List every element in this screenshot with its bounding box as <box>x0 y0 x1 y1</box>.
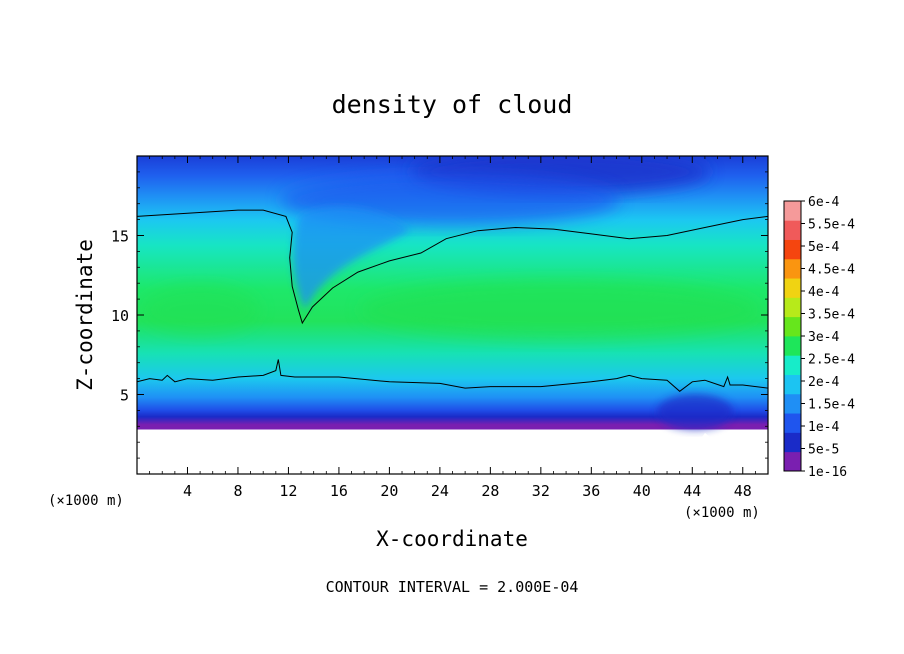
x-tick-label: 32 <box>532 482 550 500</box>
y-tick-label: 5 <box>120 387 129 405</box>
x-axis-ticks: 4 8 12 16 20 24 28 32 36 40 44 48 <box>149 156 756 500</box>
colorbar-swatch <box>784 201 801 221</box>
colorbar-label: 2.5e-4 <box>808 353 855 368</box>
colorbar-swatch <box>784 451 801 472</box>
chart-title: density of cloud <box>332 90 573 119</box>
x-tick-label: 28 <box>481 482 499 500</box>
colorbar-label: 3e-4 <box>808 330 839 345</box>
colorbar-swatch <box>784 355 801 375</box>
colorbar-label: 5.5e-4 <box>808 218 855 233</box>
colorbar-label: 5e-5 <box>808 443 839 458</box>
colorbar: 1e-16 5e-5 1e-4 1.5e-4 2e-4 2.5e-4 3e-4 3.5e-4 4… <box>783 195 855 480</box>
y-axis-ticks: 5 10 15 <box>111 171 768 459</box>
y-tick-label: 15 <box>111 228 129 246</box>
contour-line <box>137 209 768 325</box>
contour-line <box>137 359 768 392</box>
colorbar-swatch <box>784 432 801 453</box>
x-tick-label: 36 <box>582 482 600 500</box>
x-tick-label: 4 <box>183 482 192 500</box>
z-axis-unit: (×1000 m) <box>48 493 124 509</box>
x-tick-label: 20 <box>380 482 398 500</box>
contour-interval-note: CONTOUR INTERVAL = 2.000E-04 <box>326 578 579 596</box>
colorbar-label: 3.5e-4 <box>808 308 855 323</box>
contour-lines <box>137 209 768 392</box>
colorbar-swatch <box>784 413 801 433</box>
colorbar-swatch <box>784 374 801 395</box>
x-axis-unit: (×1000 m) <box>684 505 760 521</box>
colorbar-swatch <box>784 316 801 337</box>
x-tick-label: 12 <box>279 482 297 500</box>
colorbar-swatch <box>784 239 801 260</box>
colorbar-label: 1e-4 <box>808 420 839 435</box>
y-axis-label: Z-coordinate <box>73 239 97 391</box>
colorbar-swatch <box>784 336 801 356</box>
x-tick-label: 44 <box>683 482 701 500</box>
x-tick-label: 8 <box>233 482 242 500</box>
colorbar-swatch <box>784 258 801 279</box>
colorbar-swatch <box>784 220 801 240</box>
colorbar-swatch <box>784 278 801 298</box>
colorbar-label: 1.5e-4 <box>808 398 855 413</box>
colorbar-label: 5e-4 <box>808 240 839 255</box>
colorbar-swatch <box>784 297 801 318</box>
colorbar-swatch <box>784 393 801 414</box>
y-tick-label: 10 <box>111 307 129 325</box>
x-axis-label: X-coordinate <box>376 527 528 551</box>
colorbar-label: 2e-4 <box>808 375 839 390</box>
x-tick-label: 40 <box>633 482 651 500</box>
density-field <box>137 156 768 474</box>
x-tick-label: 48 <box>734 482 752 500</box>
colorbar-label: 4e-4 <box>808 285 839 300</box>
x-tick-label: 16 <box>330 482 348 500</box>
x-tick-label: 24 <box>431 482 449 500</box>
colorbar-label: 4.5e-4 <box>808 263 855 278</box>
colorbar-label: 1e-16 <box>808 465 847 480</box>
colorbar-label: 6e-4 <box>808 195 839 210</box>
